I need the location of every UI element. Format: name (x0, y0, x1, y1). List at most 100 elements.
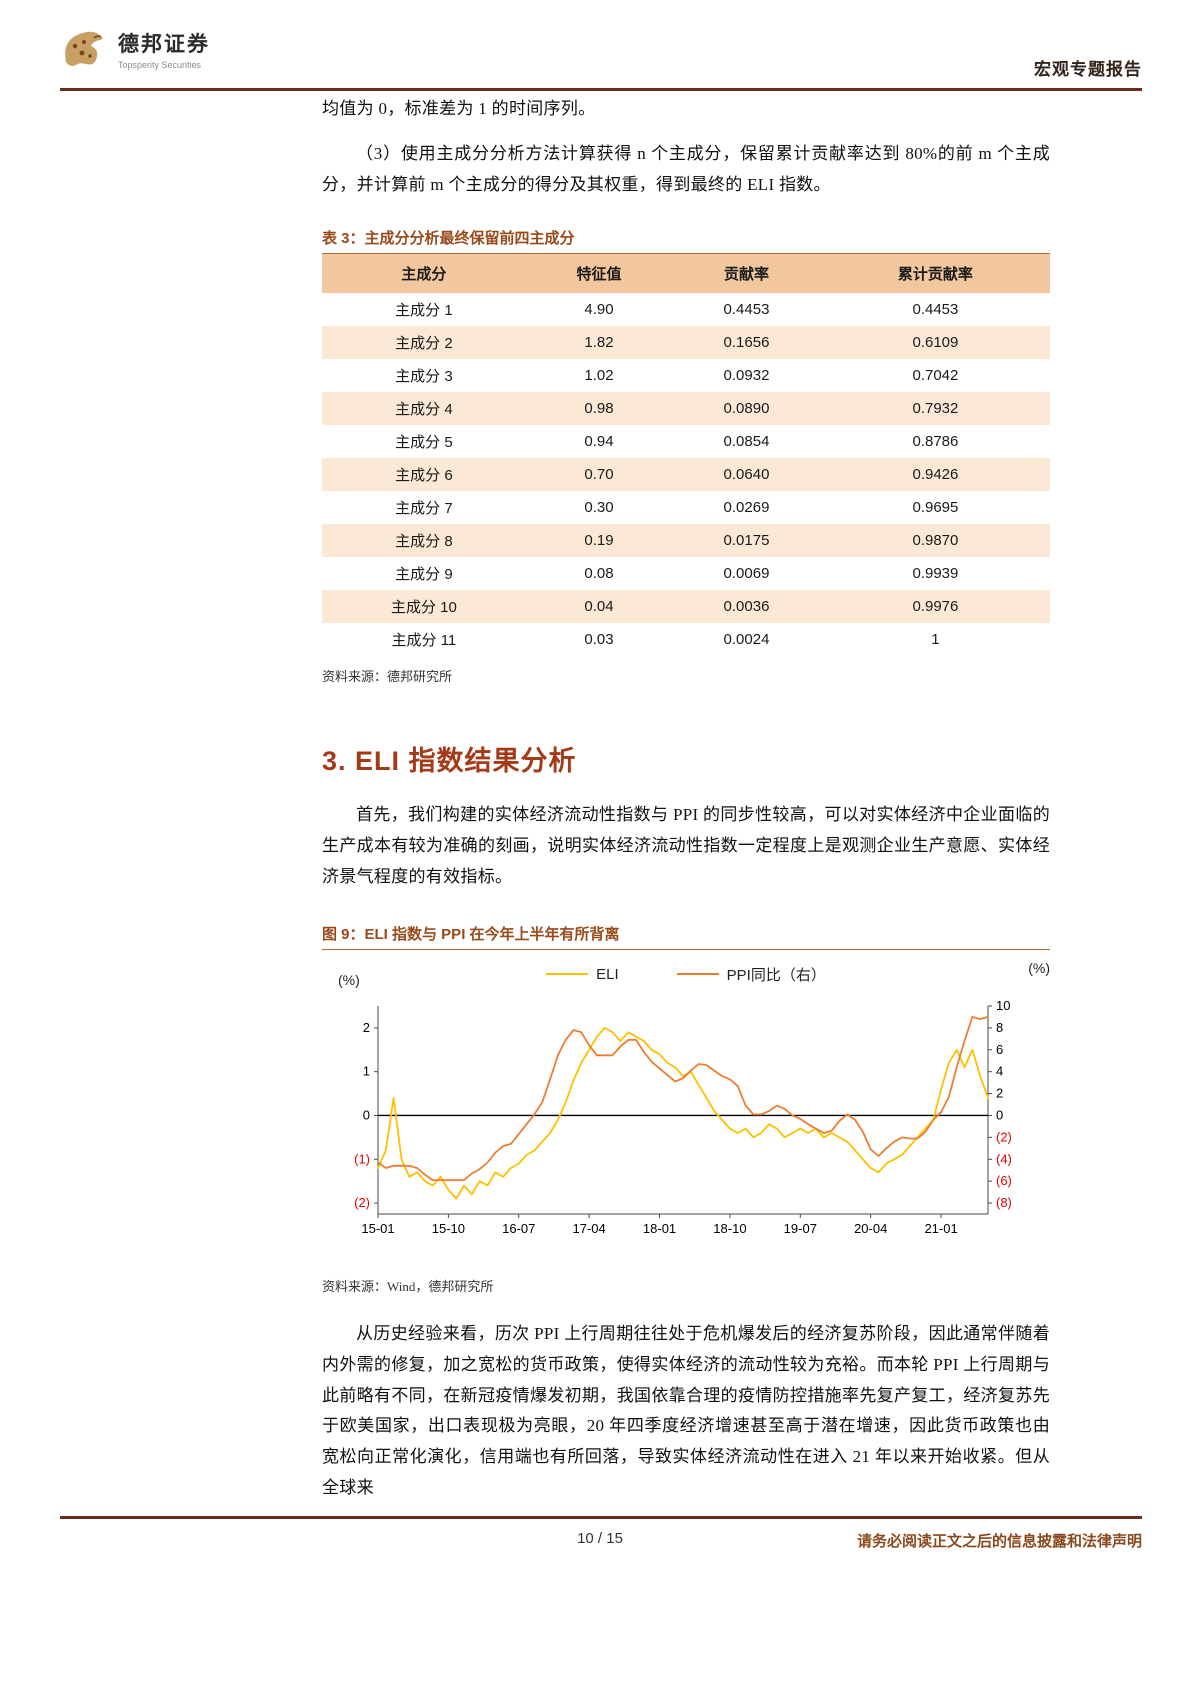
paragraph-history: 从历史经验来看，历次 PPI 上行周期往往处于危机爆发后的经济复苏阶段，因此通常… (322, 1323, 1050, 1498)
table-cell: 主成分 11 (391, 631, 457, 649)
report-type-label: 宏观专题报告 (1034, 60, 1142, 79)
table-cell: 0.0036 (723, 597, 770, 615)
svg-text:15-01: 15-01 (361, 1221, 394, 1236)
svg-text:16-07: 16-07 (502, 1221, 535, 1236)
table-header-cell: 累计贡献率 (820, 253, 1050, 293)
legend-swatch (676, 973, 719, 976)
table-cell: 主成分 5 (395, 433, 453, 451)
svg-text:8: 8 (996, 1020, 1003, 1035)
chart-legend: ELI PPI同比（右） (322, 964, 1050, 985)
table-title: 表 3：主成分分析最终保留前四主成分 (322, 227, 1050, 254)
table-cell: 1 (931, 630, 940, 648)
footer-divider (60, 1516, 1142, 1519)
pca-table: 主成分 特征值 贡献率 累计贡献率 主成分 1 4.90 0.4453 0.4453 主成分 … (322, 253, 1050, 656)
table-cell: 0.4453 (723, 300, 770, 318)
page-number: 10 / 15 (577, 1530, 623, 1547)
table-cell: 0.0175 (723, 531, 770, 549)
table-cell: 0.03 (584, 630, 614, 648)
table-cell: 0.1656 (723, 333, 770, 351)
svg-text:17-04: 17-04 (573, 1221, 606, 1236)
paragraph-continuation: 均值为 0，标准差为 1 的时间序列。 (322, 99, 596, 118)
table-cell: 4.90 (584, 300, 614, 318)
eli-ppi-chart: ELI PPI同比（右） (%) (%) 2 1 0 (1) (2) 10 8 6 4 2 0 (2)(… (322, 960, 1050, 1262)
table-cell: 1.02 (584, 366, 614, 384)
table-cell: 0.9695 (912, 498, 959, 516)
table-cell: 0.0269 (723, 498, 770, 516)
left-axis-unit: (%) (338, 971, 360, 988)
table-cell: 0.0854 (723, 432, 770, 450)
table-cell: 0.9426 (912, 465, 959, 483)
legend-label: PPI同比（右） (726, 966, 826, 984)
svg-text:4: 4 (996, 1063, 1003, 1078)
svg-text:20-04: 20-04 (854, 1221, 887, 1236)
svg-text:21-01: 21-01 (924, 1221, 957, 1236)
table-row: 主成分 4 0.98 0.0890 0.7932 (322, 391, 1050, 425)
table-cell: 0.04 (584, 597, 614, 615)
figure-source: 资料来源：Wind，德邦研究所 (322, 1278, 494, 1294)
table-cell: 主成分 3 (395, 367, 453, 385)
table-header-cell: 特征值 (525, 253, 673, 293)
table-row: 主成分 3 1.02 0.0932 0.7042 (322, 359, 1050, 392)
page-header: 德邦证券 Topsperity Securities 宏观专题报告 (60, 14, 1142, 84)
table-cell: 0.0932 (723, 366, 770, 384)
table-row: 主成分 9 0.08 0.0069 0.9939 (322, 557, 1050, 590)
header-divider (60, 88, 1142, 91)
main-content: 均值为 0，标准差为 1 的时间序列。 （3）使用主成分分析方法计算获得 n 个… (322, 94, 1050, 1504)
footer-disclaimer: 请务必阅读正文之后的信息披露和法律声明 (856, 1534, 1142, 1550)
table-cell: 0.9939 (912, 564, 959, 582)
legend-item: PPI同比（右） (676, 964, 826, 985)
svg-text:19-07: 19-07 (784, 1221, 817, 1236)
table-row: 主成分 5 0.94 0.0854 0.8786 (322, 425, 1050, 458)
table-header-row: 主成分 特征值 贡献率 累计贡献率 (322, 253, 1050, 293)
table-cell: 0.9976 (912, 597, 959, 615)
svg-text:(4): (4) (996, 1151, 1012, 1166)
table-cell: 主成分 8 (395, 532, 453, 550)
paragraph-method-step3: （3）使用主成分分析方法计算获得 n 个主成分，保留累计贡献率达到 80%的前 … (322, 143, 1050, 194)
legend-swatch (546, 973, 589, 976)
svg-text:(6): (6) (996, 1173, 1012, 1188)
right-axis-unit: (%) (1028, 959, 1050, 976)
table-cell: 0.7932 (912, 399, 959, 417)
logo: 德邦证券 Topsperity Securities (60, 14, 210, 84)
table-cell: 主成分 9 (395, 565, 453, 583)
table-cell: 0.4453 (912, 300, 959, 318)
table-row: 主成分 1 4.90 0.4453 0.4453 (322, 293, 1050, 326)
svg-text:1: 1 (363, 1063, 370, 1078)
table-cell: 0.7042 (912, 366, 959, 384)
svg-text:6: 6 (996, 1041, 1003, 1056)
table-cell: 0.08 (584, 564, 614, 582)
legend-label: ELI (596, 965, 619, 983)
table-row: 主成分 8 0.19 0.0175 0.9870 (322, 523, 1050, 557)
svg-text:18-01: 18-01 (643, 1221, 676, 1236)
svg-text:(8): (8) (996, 1195, 1012, 1210)
svg-text:(2): (2) (996, 1129, 1012, 1144)
table-row: 主成分 7 0.30 0.0269 0.9695 (322, 491, 1050, 524)
table-cell: 0.0640 (723, 465, 770, 483)
table-cell: 0.0024 (723, 630, 770, 648)
table-header-cell: 贡献率 (672, 253, 821, 293)
table-header-cell: 主成分 (322, 253, 526, 293)
svg-text:2: 2 (996, 1085, 1003, 1100)
table-cell: 主成分 2 (395, 334, 453, 352)
table-cell: 0.98 (584, 399, 614, 417)
table-cell: 主成分 1 (395, 301, 453, 319)
table-cell: 0.6109 (912, 333, 959, 351)
svg-text:15-10: 15-10 (432, 1221, 465, 1236)
table-row: 主成分 2 1.82 0.1656 0.6109 (322, 325, 1050, 359)
figure-title: 图 9：ELI 指数与 PPI 在今年上半年有所背离 (322, 923, 1050, 950)
table-row: 主成分 6 0.70 0.0640 0.9426 (322, 457, 1050, 491)
table-cell: 主成分 7 (395, 499, 453, 517)
table-cell: 0.0069 (723, 564, 770, 582)
paragraph-eli-ppi: 首先，我们构建的实体经济流动性指数与 PPI 的同步性较高，可以对实体经济中企业… (322, 804, 1050, 886)
table-cell: 0.0890 (723, 399, 770, 417)
svg-text:10: 10 (996, 998, 1010, 1013)
table-row: 主成分 10 0.04 0.0036 0.9976 (322, 589, 1050, 623)
table-cell: 0.19 (584, 531, 614, 549)
svg-text:18-10: 18-10 (713, 1221, 746, 1236)
svg-text:0: 0 (363, 1107, 370, 1122)
table-cell: 0.70 (584, 465, 614, 483)
table-cell: 主成分 4 (395, 400, 453, 418)
table-cell: 主成分 6 (395, 466, 453, 484)
table-cell: 0.8786 (912, 432, 959, 450)
